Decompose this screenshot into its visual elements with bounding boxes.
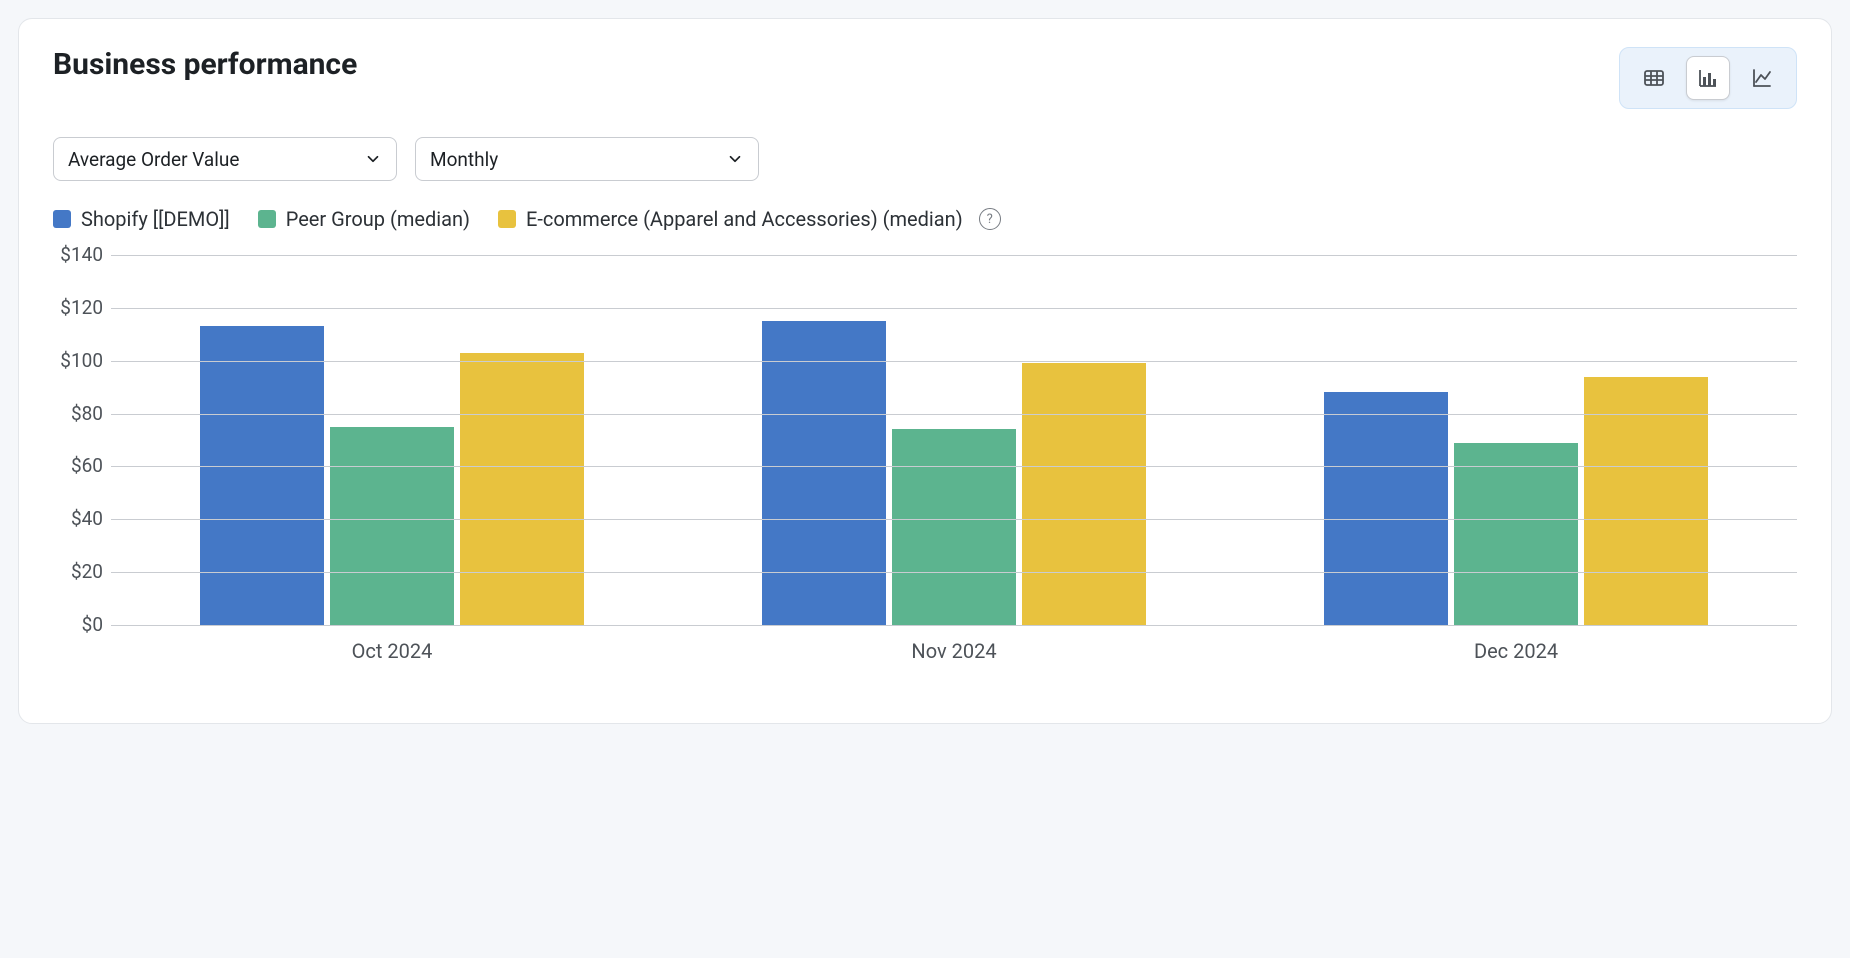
x-axis: Oct 2024Nov 2024Dec 2024 [111,639,1797,663]
controls-row: Average Order Value Monthly [53,137,1797,181]
gridline [111,361,1797,362]
table-chart-icon [1642,66,1666,90]
bar-view-button[interactable] [1686,56,1730,100]
x-tick-label: Nov 2024 [673,639,1235,663]
legend-swatch [258,210,276,228]
interval-select[interactable]: Monthly [415,137,759,181]
bar[interactable] [200,326,324,625]
bar[interactable] [1324,392,1448,625]
line-view-button[interactable] [1740,56,1784,100]
line-chart-icon [1750,66,1774,90]
business-performance-card: Business performance Average Order Value… [18,18,1832,724]
gridline [111,519,1797,520]
plot-area [111,255,1797,625]
legend-item: Shopify [[DEMO]] [53,207,230,231]
bar-groups [111,255,1797,625]
x-tick-label: Oct 2024 [111,639,673,663]
gridline [111,466,1797,467]
gridline [111,255,1797,256]
legend-label: Shopify [[DEMO]] [81,207,230,231]
bar-group [762,321,1146,625]
bar[interactable] [330,427,454,625]
metric-select-value: Average Order Value [68,148,239,171]
help-icon[interactable]: ? [979,208,1001,230]
bar[interactable] [1454,443,1578,625]
chart-area: $140$120$100$80$60$40$20$0 [53,255,1797,625]
legend-label: Peer Group (median) [286,207,470,231]
interval-select-value: Monthly [430,148,498,171]
y-axis: $140$120$100$80$60$40$20$0 [53,255,111,625]
x-tick-label: Dec 2024 [1235,639,1797,663]
view-toggle-group [1619,47,1797,109]
bar[interactable] [1022,363,1146,625]
gridline [111,308,1797,309]
legend-label: E-commerce (Apparel and Accessories) (me… [526,207,963,231]
metric-select[interactable]: Average Order Value [53,137,397,181]
gridline [111,625,1797,626]
gridline [111,414,1797,415]
gridline [111,572,1797,573]
chevron-down-icon [364,150,382,168]
table-view-button[interactable] [1632,56,1676,100]
legend-item: Peer Group (median) [258,207,470,231]
chevron-down-icon [726,150,744,168]
bar-chart-icon [1696,66,1720,90]
bar[interactable] [892,429,1016,625]
bar[interactable] [460,353,584,625]
card-header: Business performance [53,47,1797,109]
legend-swatch [498,210,516,228]
bar[interactable] [762,321,886,625]
legend-item: E-commerce (Apparel and Accessories) (me… [498,207,1001,231]
bar-group [200,326,584,625]
chart-legend: Shopify [[DEMO]] Peer Group (median) E-com… [53,207,1797,231]
legend-swatch [53,210,71,228]
card-title: Business performance [53,47,357,82]
